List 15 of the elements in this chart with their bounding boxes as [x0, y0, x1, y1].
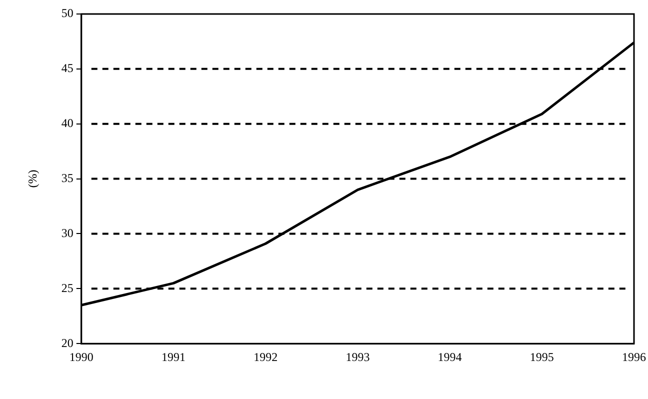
y-tick-label: 40 [61, 116, 74, 130]
x-tick-label: 1991 [162, 350, 186, 364]
y-tick-label: 50 [61, 6, 74, 20]
x-tick-label: 1996 [622, 350, 646, 364]
x-tick-label: 1994 [438, 350, 462, 364]
x-tick-label: 1995 [530, 350, 554, 364]
y-tick-label: 45 [61, 61, 74, 76]
y-tick-label: 25 [61, 280, 74, 295]
y-tick-label: 30 [61, 226, 74, 240]
x-tick-label: 1992 [254, 350, 278, 364]
y-axis-title: (%) [25, 170, 40, 188]
y-tick-label: 20 [61, 336, 74, 350]
x-tick-label: 1993 [346, 350, 370, 364]
y-tick-label: 35 [61, 170, 74, 185]
x-tick-label: 1990 [69, 350, 94, 364]
